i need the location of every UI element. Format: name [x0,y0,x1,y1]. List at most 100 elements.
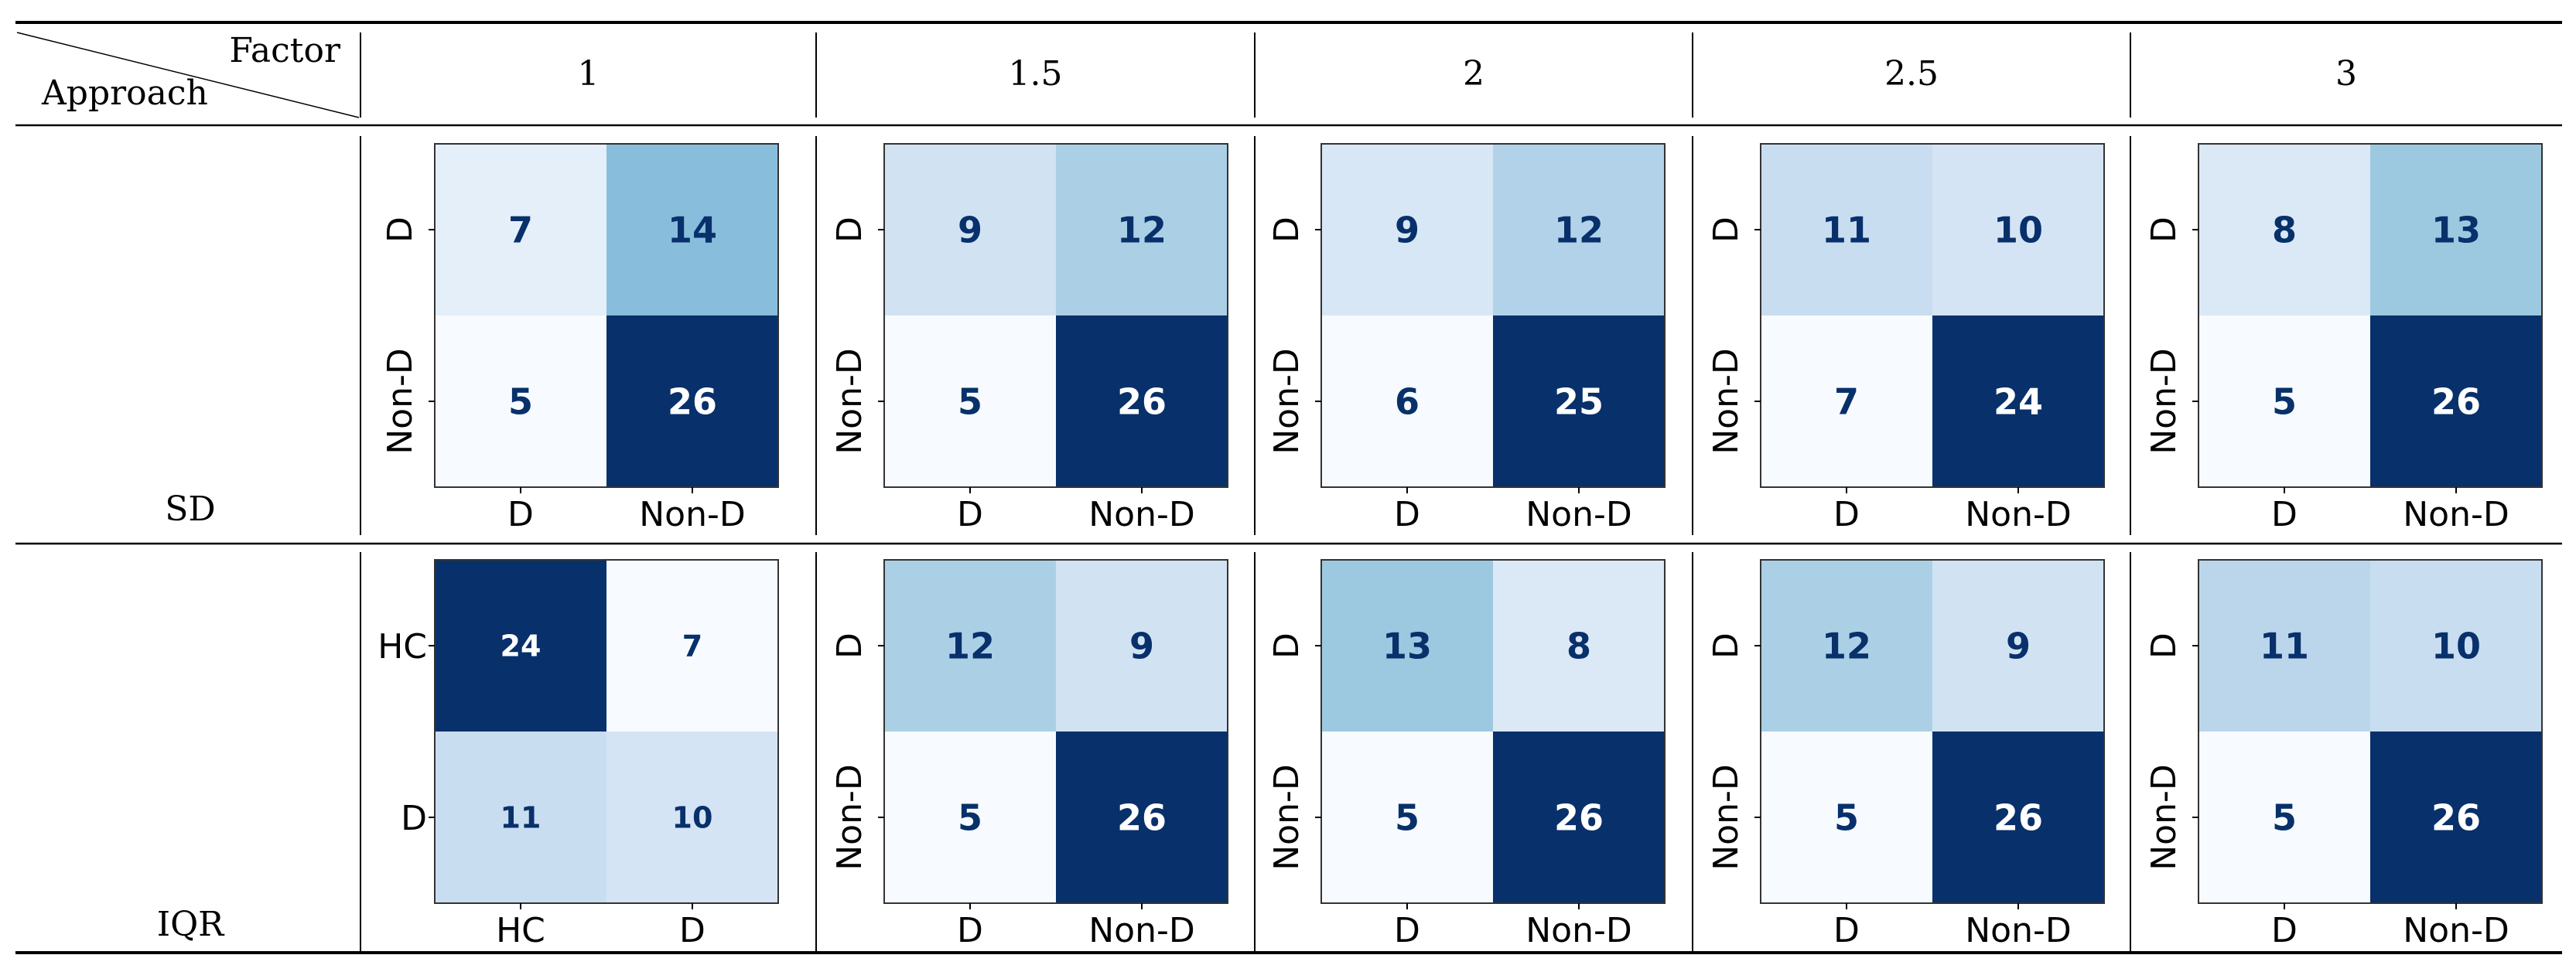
approach-label-iqr: IQR [157,905,225,944]
matrix-value: 26 [1117,381,1167,423]
matrix-value: 9 [1129,626,1154,667]
y-tick-label: D [1267,633,1307,659]
matrix-cell [1321,144,1493,315]
matrix-value: 5 [2272,381,2297,423]
y-tick-label: D [381,217,420,243]
y-tick-label: Non-D [1707,348,1746,454]
matrix-frame [1320,559,1666,904]
matrix-cell [1493,315,1665,487]
matrix-cell [2198,144,2370,315]
matrix-frame [434,143,779,488]
y-tick-label: Non-D [1707,764,1746,870]
x-tick-label: D [1394,495,1420,534]
confusion-matrix-iqr-3: 11 10 5 26 D Non-D D Non-D [2144,559,2543,950]
matrix-cell [2198,732,2370,903]
matrix-cell [1932,144,2104,315]
matrix-cell [1761,315,1932,487]
y-tick-label: D [2144,217,2184,243]
x-tick-label: D [1833,911,1860,950]
matrix-value: 26 [1117,797,1167,839]
confusion-matrices: 7 14 5 26 D Non-D D Non-D 9 12 5 26 D Non-D D Non-D 9 12 6… [378,143,2543,950]
matrix-cell [1056,732,1228,903]
matrix-value: 10 [672,801,713,835]
x-tick-label: HC [496,911,545,950]
matrix-frame [883,559,1228,904]
matrix-value: 10 [2431,626,2481,667]
x-tick-label: D [507,495,534,534]
matrix-cell [2198,315,2370,487]
matrix-cell [606,144,778,315]
matrix-value: 5 [508,381,533,423]
matrix-cell [435,560,606,732]
matrix-value: 9 [1395,210,1420,251]
y-tick-label: D [830,633,869,659]
matrix-value: 26 [2431,381,2481,423]
x-tick-label: Non-D [2403,911,2509,950]
x-tick-label: Non-D [1965,495,2071,534]
column-dividers [360,32,2131,951]
confusion-matrix-iqr-1-5: 12 9 5 26 D Non-D D Non-D [830,559,1228,950]
x-tick-label: D [679,911,705,950]
x-tick-label: Non-D [2403,495,2509,534]
factor-header-3: 3 [2335,54,2357,94]
y-tick-label: Non-D [830,764,869,870]
matrix-value: 26 [1554,797,1604,839]
matrix-cell [1932,560,2104,732]
matrix-cell [884,315,1056,487]
matrix-cell [884,732,1056,903]
matrix-value: 13 [2431,210,2481,251]
matrix-value: 11 [2260,626,2309,667]
matrix-value: 7 [1834,381,1859,423]
matrix-cell [435,315,606,487]
x-tick-label: Non-D [1088,911,1194,950]
matrix-value: 12 [945,626,995,667]
y-tick-label: Non-D [2144,764,2184,870]
confusion-matrix-sd-3: 8 13 5 26 D Non-D D Non-D [2144,143,2543,534]
x-tick-label: D [1833,495,1860,534]
factor-headers: 1 1.5 2 2.5 3 [578,54,2358,94]
matrix-cell [2198,560,2370,732]
matrix-cell [2370,315,2542,487]
matrix-value: 5 [958,797,982,839]
matrix-cell [1321,560,1493,732]
y-tick-label: D [1267,217,1307,243]
y-tick-label: D [1707,633,1746,659]
y-tick-label: HC [378,627,427,667]
matrix-cell [884,144,1056,315]
matrix-cell [2370,732,2542,903]
matrix-value: 8 [1566,626,1591,667]
header-diagonal [16,32,360,118]
factor-header-2-5: 2.5 [1884,54,1939,94]
matrix-value: 10 [1993,210,2043,251]
y-tick-label: D [830,217,869,243]
table-rules [15,21,2562,954]
matrix-cell [606,560,778,732]
matrix-cell [1056,144,1228,315]
matrix-value: 26 [2431,797,2481,839]
x-tick-label: D [957,495,983,534]
matrix-value: 5 [958,381,982,423]
matrix-value: 26 [1993,797,2043,839]
confusion-matrix-sd-1: 7 14 5 26 D Non-D D Non-D [381,143,779,534]
matrix-cell [1321,732,1493,903]
matrix-cell [1056,560,1228,732]
matrix-frame [434,559,779,904]
x-tick-label: D [1394,911,1420,950]
matrix-frame [2198,559,2543,904]
matrix-value: 24 [1993,381,2043,423]
confusion-matrix-iqr-1: 24 7 11 10 HC D HC D [378,559,779,950]
matrix-cell [1493,560,1665,732]
y-tick-label: D [2144,633,2184,659]
y-tick-label: D [401,799,427,838]
matrix-cell [1761,144,1932,315]
confusion-matrix-iqr-2: 13 8 5 26 D Non-D D Non-D [1267,559,1666,950]
x-tick-label: D [2271,495,2298,534]
matrix-cell [1321,315,1493,487]
matrix-value: 11 [501,801,542,835]
matrix-value: 12 [1554,210,1604,251]
matrix-cell [435,144,606,315]
matrix-cell [435,732,606,903]
matrix-value: 7 [682,629,702,663]
x-tick-label: Non-D [1525,495,1631,534]
approach-header: Approach [41,73,208,113]
